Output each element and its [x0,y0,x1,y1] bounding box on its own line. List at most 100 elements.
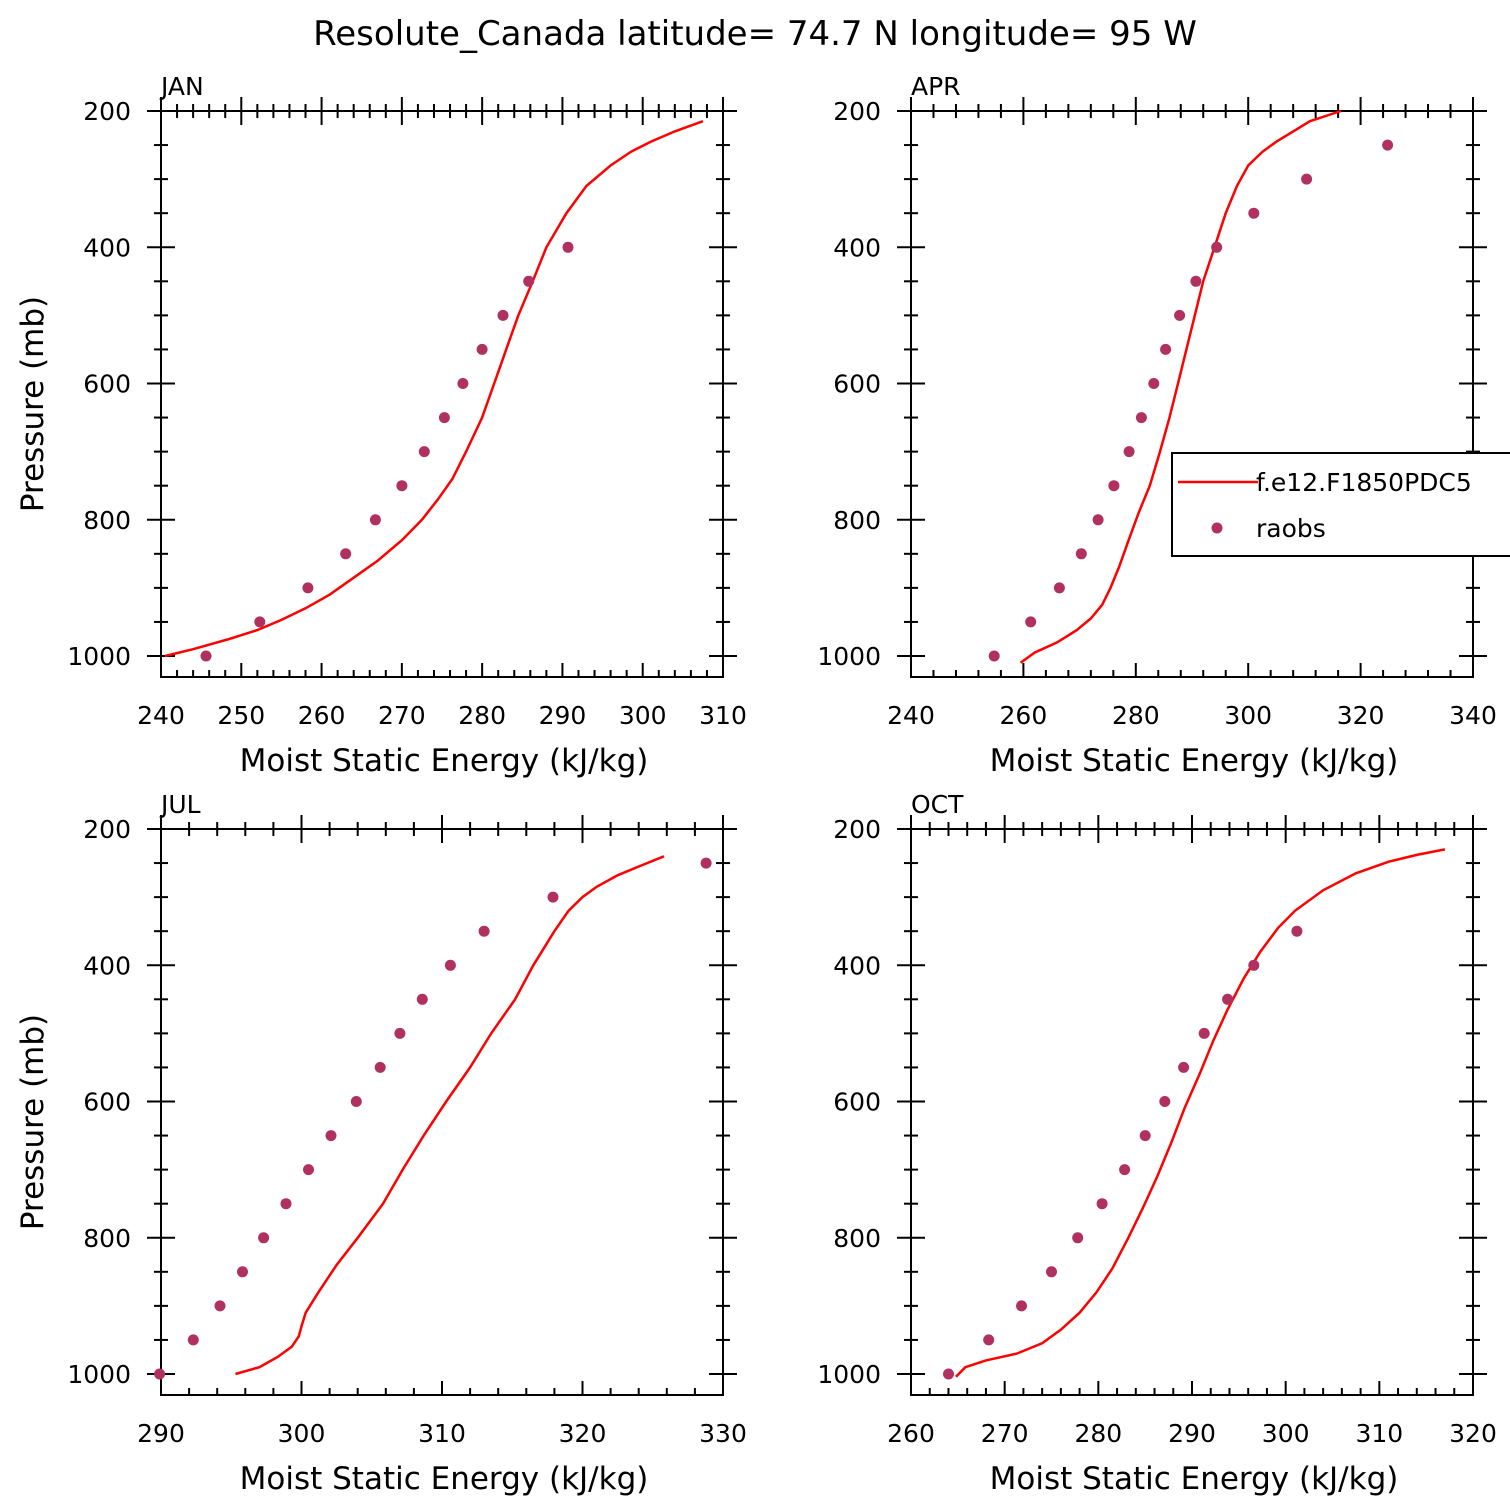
model-line [235,855,665,1376]
y-tick-label: 1000 [67,1360,131,1389]
plot-frame [160,828,724,1396]
panel-label: JUL [159,790,201,819]
x-tick-label: 290 [1168,1419,1216,1448]
raobs-point [1046,1266,1057,1278]
panel-label: APR [911,72,961,101]
raobs-point [943,1368,954,1380]
raobs-point [187,1334,199,1346]
figure-title: Resolute_Canada latitude= 74.7 N longitu… [313,14,1197,54]
x-tick-label: 240 [137,701,185,730]
panel-apr: APR 240 260 280 300 320 340 200 400 600 800 1000 Moi… [817,72,1496,779]
y-tick-label: 400 [833,233,881,262]
y-tick-label: 800 [83,506,131,535]
y-tick-label: 400 [833,951,881,980]
raobs-point [523,275,535,287]
raobs-point [1135,412,1147,424]
raobs-point [478,925,490,937]
plot-frame [160,110,724,678]
raobs-point [200,650,212,662]
raobs-point [1096,1198,1108,1210]
raobs-point [1092,514,1104,526]
raobs-point [350,1096,362,1107]
raobs-point [1178,1061,1190,1073]
raobs-point [237,1266,248,1278]
raobs-point [1222,993,1234,1005]
x-tick-label: 290 [539,701,587,730]
x-tick-label: 260 [298,701,346,730]
raobs-point [547,891,559,903]
y-tick-label: 1000 [817,1360,881,1389]
x-tick-label: 270 [378,701,426,730]
raobs-point [457,378,469,389]
x-tick-label: 280 [458,701,506,730]
x-tick-label: 300 [619,701,667,730]
legend-label-model: f.e12.F1850PDC5 [1256,468,1472,497]
raobs-point [1160,343,1172,355]
legend-label-raobs: raobs [1256,514,1326,543]
panel-jan: JAN 240 250 260 270 280 290 300 310 200 400 600 800 1… [15,72,747,779]
raobs-point [154,1368,166,1380]
y-axis-label: Pressure (mb) [15,296,51,512]
x-tick-label: 280 [1074,1419,1122,1448]
raobs-point [418,446,430,458]
raobs-point [1159,1096,1171,1107]
raobs-point [369,514,381,526]
raobs-point [325,1130,337,1142]
y-tick-label: 200 [833,815,881,844]
raobs-point [340,548,352,560]
y-tick-label: 1000 [67,642,131,671]
raobs-point [562,241,574,253]
raobs-point [1174,309,1186,321]
raobs-point [1075,548,1087,560]
raobs-point [476,343,488,355]
raobs-point [258,1232,270,1244]
y-tick-label: 600 [83,370,131,399]
raobs-point [1148,378,1160,389]
raobs-point [983,1334,995,1346]
raobs-point [1198,1027,1210,1039]
x-tick-label: 310 [699,701,747,730]
raobs-point [1382,139,1394,151]
y-axis-label: Pressure (mb) [15,1014,51,1230]
legend: f.e12.F1850PDC5 raobs [1171,452,1510,557]
x-tick-label: 320 [1449,1419,1497,1448]
raobs-point [394,1027,406,1039]
model-line [1019,109,1342,664]
raobs-point [303,1164,314,1176]
x-axis-label: Moist Static Energy (kJ/kg) [240,1461,649,1497]
raobs-point [302,582,314,594]
y-tick-label: 200 [83,97,131,126]
raobs-point [1248,207,1260,219]
raobs-point [1139,1130,1151,1142]
raobs-point [214,1300,226,1312]
raobs-point [444,959,456,971]
y-tick-label: 400 [83,233,131,262]
y-tick-label: 800 [833,506,881,535]
x-axis-label: Moist Static Energy (kJ/kg) [990,743,1399,779]
raobs-point [396,480,408,492]
legend-marker-swatch [1211,522,1223,534]
x-tick-label: 310 [1355,1419,1403,1448]
x-tick-label: 270 [981,1419,1029,1448]
raobs-point [280,1198,292,1210]
x-tick-label: 290 [137,1419,185,1448]
y-tick-label: 1000 [817,642,881,671]
y-tick-label: 600 [83,1088,131,1117]
raobs-point [1025,616,1037,628]
x-tick-label: 260 [1000,701,1048,730]
raobs-point [1072,1232,1084,1244]
raobs-point [497,309,509,321]
raobs-point [1053,582,1065,594]
panel-label: OCT [911,790,964,819]
raobs-point [1108,480,1120,492]
y-tick-label: 600 [833,1088,881,1117]
raobs-point [700,857,712,869]
model-line [164,120,704,658]
model-line [955,848,1446,1378]
raobs-point [416,993,428,1005]
panel-jul: JUL 290 300 310 320 330 200 400 600 800 1000 Moist … [15,790,747,1497]
raobs-point [1301,173,1313,185]
raobs-point [374,1061,386,1073]
raobs-point [1123,446,1135,458]
